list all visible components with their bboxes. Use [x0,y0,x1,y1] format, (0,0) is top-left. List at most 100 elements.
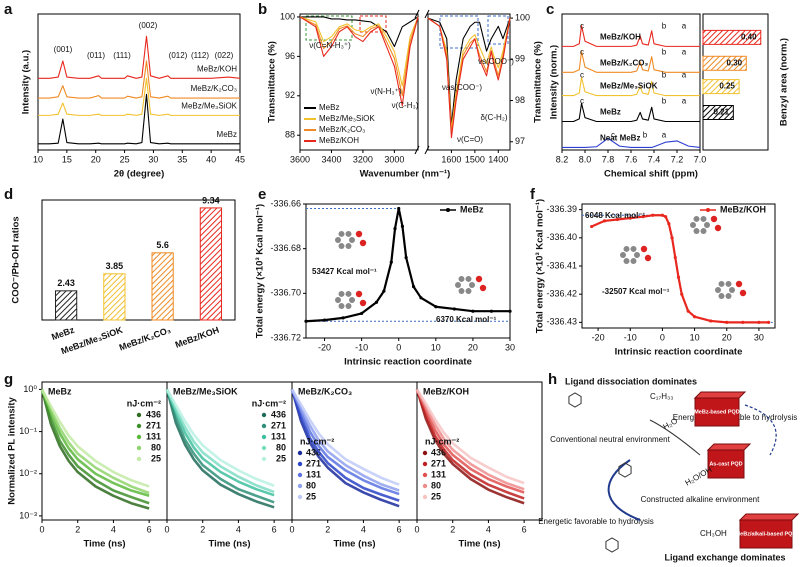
legend-label: 436 [431,447,446,457]
atom [630,258,637,265]
y-tick-label: -336.42 [546,289,577,299]
energy-point [628,216,632,220]
x-tick-label: 30 [754,332,764,342]
x-tick-label: 2 [325,524,330,534]
plot-frame [416,381,543,521]
heading: Ligand exchange dominates [664,552,785,562]
energy-annotation: 6370 Kcal mol⁻¹ [436,315,497,324]
series-label: MeBz/KOH [197,64,237,73]
xrd-curve [38,77,240,116]
legend-label: MeBz [319,103,339,112]
legend-marker [422,483,428,489]
atom [693,228,700,235]
energy-point [374,300,379,304]
xrd-curve [38,93,240,145]
x-tick-label: 3600 [290,154,310,164]
bar [103,273,126,321]
pl-decay [165,388,275,494]
legend-title: nJ·cm⁻² [252,398,286,408]
y-tick-label: 10⁰ [23,384,37,394]
energy-point [452,307,456,311]
x-tick-label: 4 [486,524,491,534]
atom [714,224,722,232]
x-tick-label: 6 [397,524,402,534]
energy-point [766,320,771,324]
legend-label: MeBz/KOH [319,136,359,145]
peak-letter: b [662,97,667,106]
series-label: MeBz/Me₃SiOK [600,82,658,91]
legend-marker [297,450,303,456]
x-tick-label: 8.2 [556,154,569,164]
bar [199,207,222,321]
energy-point [651,213,655,217]
x-tick-label: MeBz [50,325,76,343]
atom [739,289,747,297]
pl-decay [415,388,525,491]
peak-letter: a [682,21,687,30]
legend-marker [136,445,142,451]
legend-title: nJ·cm⁻² [300,436,334,446]
x-tick-label: 0 [289,524,294,534]
atom [338,303,345,310]
atom [729,287,735,293]
bar-value-label: 0.25 [719,82,735,91]
y-axis-label: Intensity (a.u.) [21,50,32,114]
atom [644,254,652,262]
cube-top [738,513,800,521]
note: Energetic favorable to hydrolysis [538,517,654,526]
panel-label: f [530,186,536,203]
energy-annotation: -32507 Kcal mol⁻¹ [602,287,670,296]
legend-title: nJ·cm⁻² [425,436,459,446]
legend-marker [297,483,303,489]
energy-point [667,222,671,226]
y-tick-label: 92 [285,90,295,100]
energy-point [400,224,405,228]
plot-frame [581,203,776,329]
atom [693,215,700,222]
peak-letter: c [580,47,584,56]
band-label: νas(COO⁻) [442,83,483,92]
atom [469,282,475,288]
x-tick-label: 30 [148,154,158,164]
x-tick-label: 3200 [353,154,373,164]
y-axis-label: Intensity (norm.) [549,45,560,119]
atom [479,284,487,292]
peak-label: (011) [87,51,105,60]
plot-frame [37,13,241,151]
area-bar [702,105,734,121]
legend-marker [136,412,142,418]
x-tick-label: 8.0 [579,154,592,164]
pl-decay [40,389,150,505]
energy-point [434,305,438,309]
pl-decay [165,389,275,504]
legend-label: 271 [431,458,446,468]
y-tick-label: 98 [515,95,525,105]
nmr-curve [562,76,700,97]
legend-label: 131 [431,469,446,479]
axis-break [424,9,430,155]
x-tick-label: 2 [75,524,80,534]
atom [338,290,345,297]
energy-point [389,260,393,264]
legend-marker [422,494,428,500]
x-tick-label: 10 [431,342,441,352]
atom [345,230,352,237]
x-tick-label: 35 [177,154,187,164]
peak-letter: a [682,71,687,80]
y-tick-label: -336.43 [546,317,577,327]
y-tick-label: -336.70 [270,288,301,298]
atom [458,275,465,282]
pl-decay [40,389,150,510]
energy-point [393,226,397,231]
peak-label: (022) [215,51,234,60]
benzene-ring [618,462,632,478]
legend-title: nJ·cm⁻² [127,398,161,408]
nmr-curve [562,51,700,73]
atom [455,282,461,288]
x-axis-label: Time (ns) [458,539,500,550]
bar-value-label: 3.85 [106,261,124,271]
atom [345,303,352,310]
bar-value-label: 0.30 [727,58,743,67]
legend-label: MeBz/Me₃SiOK [319,114,375,123]
